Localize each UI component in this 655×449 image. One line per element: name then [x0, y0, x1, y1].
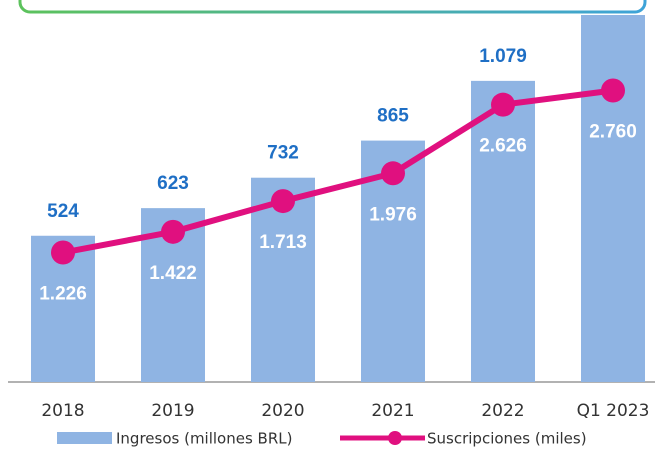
x-tick-label: 2022 — [481, 401, 524, 421]
line-point — [491, 92, 515, 117]
legend-swatch-dot — [388, 431, 402, 445]
line-value-label: 1.713 — [259, 232, 307, 253]
bar-value-label: 865 — [377, 106, 409, 127]
line-value-label: 2.626 — [479, 136, 527, 157]
line-point — [161, 219, 185, 244]
x-tick-label: 2020 — [261, 401, 304, 421]
line-value-label: 2.760 — [589, 122, 637, 143]
line-point — [601, 78, 625, 103]
bar-value-label: 524 — [47, 201, 79, 222]
line-point — [381, 161, 405, 186]
bar — [581, 15, 645, 382]
bar-value-label: 623 — [157, 173, 189, 194]
legend-swatch — [57, 432, 112, 444]
x-tick-label: 2018 — [41, 401, 84, 421]
bar-value-label: 1.079 — [479, 46, 527, 67]
line-point — [51, 240, 75, 265]
x-tick-label: 2019 — [151, 401, 194, 421]
legend-label: Ingresos (millones BRL) — [116, 430, 292, 448]
line-value-label: 1.422 — [149, 263, 197, 284]
line-value-label: 1.226 — [39, 284, 87, 305]
bar — [471, 80, 535, 383]
x-tick-label: Q1 2023 — [577, 401, 650, 421]
legend-label: Suscripciones (miles) — [427, 430, 587, 448]
line — [62, 87, 614, 256]
line-point — [271, 189, 295, 214]
bar-value-label: 732 — [267, 143, 299, 164]
header-box — [18, 0, 647, 14]
line-value-label: 1.976 — [369, 204, 417, 225]
x-tick-label: 2021 — [371, 401, 414, 421]
